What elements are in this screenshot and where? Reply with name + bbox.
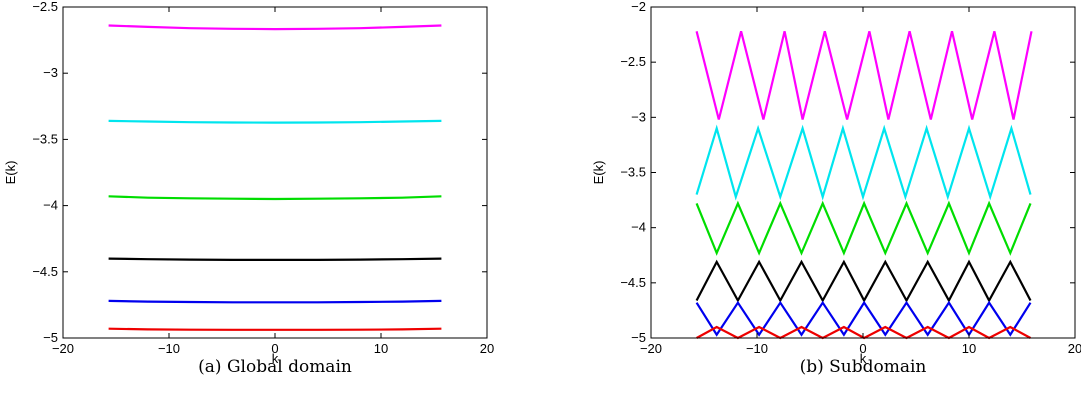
series-line-4 <box>695 300 1032 337</box>
axes-box <box>62 6 488 339</box>
series-line-2 <box>108 195 442 201</box>
chart-global-domain: −20 −10 0 10 20 −5 −4.5 −4 −3.5 −3 −2.5 k E(k) (a) Gl… <box>3 0 494 377</box>
chart-subdomain: −20 −10 0 10 20 −5 −4.5 −4 −3.5 −3 −2.5 −2 k E(k) (b) … <box>591 0 1081 377</box>
x-tick-label: 0 <box>271 341 278 356</box>
y-tick-label: −5 <box>43 330 58 345</box>
series-line-0 <box>108 24 442 31</box>
x-tick-label: 10 <box>962 341 976 356</box>
x-tick-label: −10 <box>158 341 180 356</box>
x-tick-label: −10 <box>746 341 768 356</box>
chart-caption: (a) Global domain <box>198 357 352 377</box>
y-tick-label: −3 <box>631 109 646 124</box>
y-axis-label: E(k) <box>591 161 606 185</box>
y-tick-label: −2 <box>631 0 646 14</box>
series-line-5 <box>108 327 442 331</box>
x-tick-label: 20 <box>1068 341 1081 356</box>
x-tick-label: 10 <box>374 341 388 356</box>
y-tick-label: −2.5 <box>620 54 646 69</box>
y-tick-label: −4.5 <box>620 275 646 290</box>
y-tick-label: −4 <box>631 220 646 235</box>
series-line-5 <box>696 325 1032 340</box>
series-line-4 <box>108 299 442 304</box>
y-tick-label: −3.5 <box>620 165 646 180</box>
series-line-3 <box>695 259 1032 303</box>
y-tick-label: −3.5 <box>32 131 58 146</box>
y-tick-label: −5 <box>631 330 646 345</box>
x-axis-label: k <box>272 351 279 366</box>
x-tick-label: −20 <box>640 341 662 356</box>
x-axis-label: k <box>860 351 867 366</box>
x-tick-label: 20 <box>480 341 494 356</box>
y-tick-label: −4.5 <box>32 264 58 279</box>
series-line-1 <box>108 119 442 124</box>
y-tick-label: −2.5 <box>32 0 58 14</box>
y-axis-label: E(k) <box>3 161 18 185</box>
y-tick-label: −4 <box>43 198 58 213</box>
series-line-1 <box>695 124 1032 201</box>
series-line-2 <box>695 200 1032 256</box>
y-tick-label: −3 <box>43 65 58 80</box>
series-line-0 <box>695 31 1033 120</box>
x-tick-label: 0 <box>859 341 866 356</box>
series-line-3 <box>108 257 442 261</box>
chart-caption: (b) Subdomain <box>800 357 927 377</box>
x-tick-label: −20 <box>52 341 74 356</box>
